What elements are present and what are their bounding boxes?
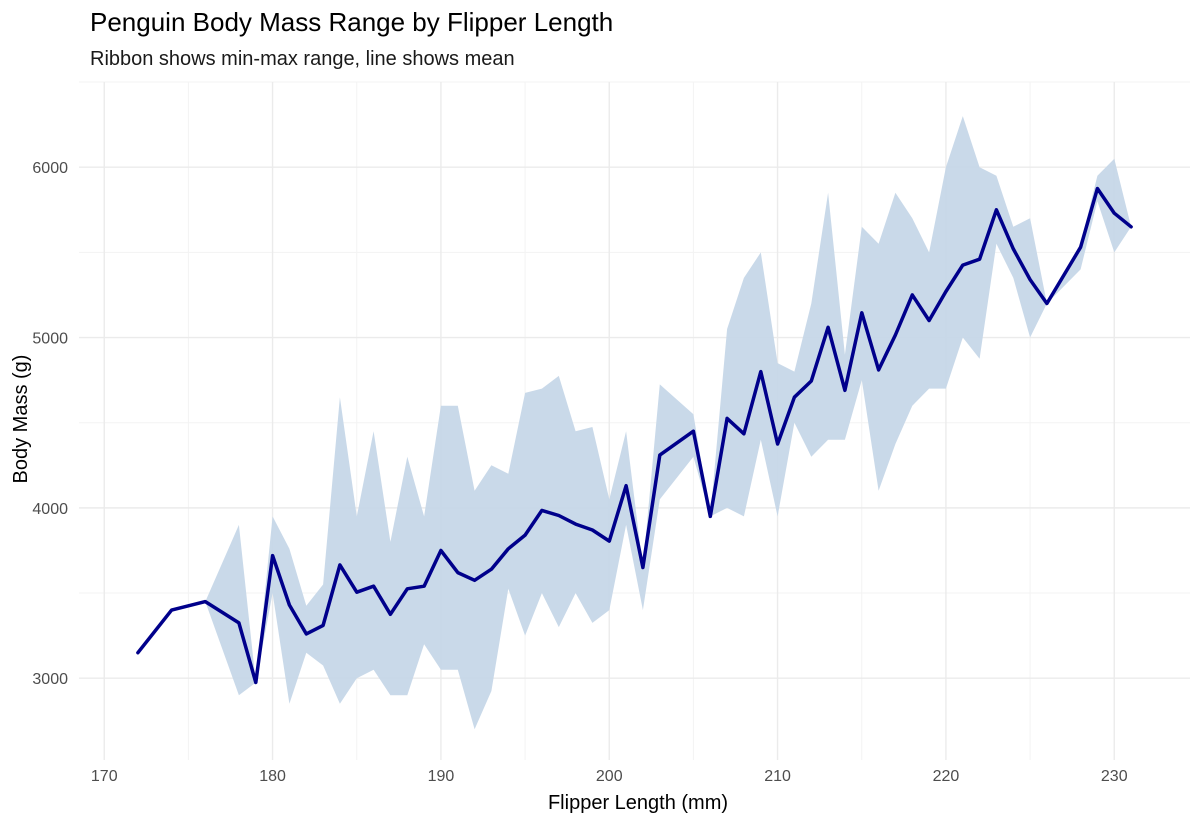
y-axis-title: Body Mass (g): [10, 355, 32, 484]
y-tick-label: 4000: [32, 501, 68, 518]
mean-line: [136, 186, 1133, 685]
x-tick-label: 220: [933, 768, 960, 785]
chart-title: Penguin Body Mass Range by Flipper Lengt…: [90, 7, 613, 37]
x-tick-label: 170: [91, 768, 118, 785]
x-tick-label: 180: [259, 768, 286, 785]
x-tick-label: 210: [764, 768, 791, 785]
x-tick-label: 230: [1101, 768, 1128, 785]
chart-subtitle: Ribbon shows min-max range, line shows m…: [90, 48, 515, 70]
min-max-ribbon: [137, 116, 1132, 730]
y-tick-label: 5000: [32, 331, 68, 348]
y-tick-label: 6000: [32, 160, 68, 177]
x-axis-title: Flipper Length (mm): [548, 792, 728, 814]
y-tick-label: 3000: [32, 671, 68, 688]
x-tick-label: 190: [428, 768, 455, 785]
y-axis-ticks: 3000 4000 5000 6000: [32, 160, 68, 688]
x-axis-ticks: 170 180 190 200 210 220 230: [91, 768, 1128, 785]
x-tick-label: 200: [596, 768, 623, 785]
